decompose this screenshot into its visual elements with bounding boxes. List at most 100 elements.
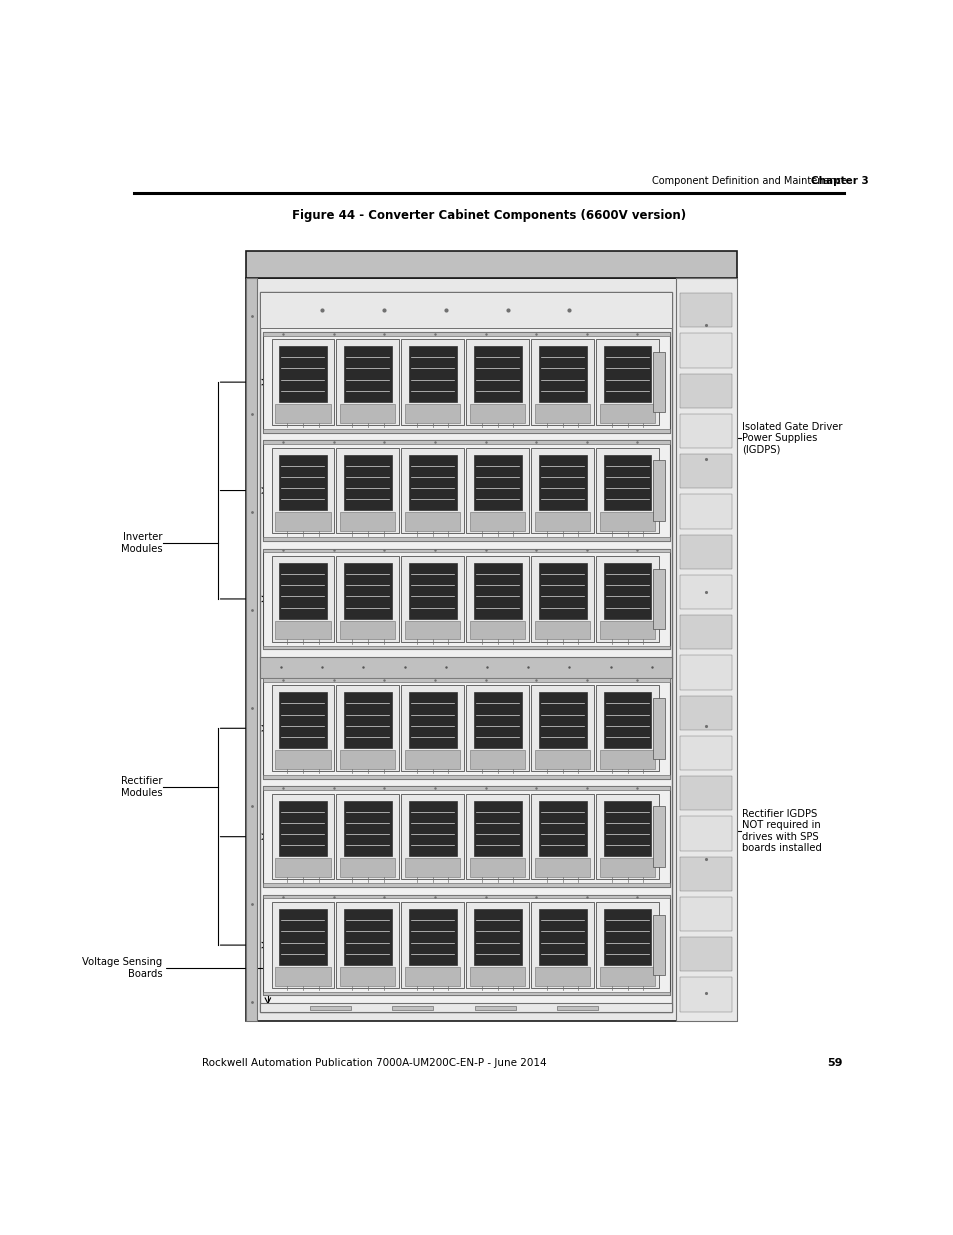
Bar — [340, 513, 395, 531]
Bar — [596, 556, 659, 642]
Bar — [262, 537, 669, 541]
Bar — [599, 513, 655, 531]
Bar — [466, 340, 529, 425]
Bar — [262, 440, 669, 541]
Bar — [596, 903, 659, 988]
Bar — [474, 800, 521, 856]
Bar — [470, 404, 525, 422]
Bar — [279, 693, 327, 748]
Bar — [679, 816, 731, 851]
Bar — [676, 278, 736, 1021]
Bar — [409, 800, 456, 856]
Bar — [603, 909, 651, 965]
Bar — [603, 800, 651, 856]
Bar — [246, 278, 256, 1021]
Bar — [409, 909, 456, 965]
Bar — [275, 404, 330, 422]
Bar — [336, 556, 398, 642]
Bar — [344, 800, 392, 856]
Bar — [272, 903, 334, 988]
Bar — [470, 513, 525, 531]
Bar — [603, 346, 651, 401]
Bar — [535, 750, 590, 768]
Bar — [336, 340, 398, 425]
Bar — [538, 563, 586, 619]
Bar — [405, 620, 460, 640]
Bar — [409, 346, 456, 401]
Bar — [262, 548, 669, 650]
Bar — [405, 858, 460, 877]
Bar — [538, 909, 586, 965]
Bar — [679, 535, 731, 569]
Bar — [603, 693, 651, 748]
Bar — [260, 657, 672, 678]
Bar — [531, 903, 594, 988]
Bar — [275, 513, 330, 531]
Bar — [535, 967, 590, 986]
Bar — [344, 693, 392, 748]
Bar — [260, 291, 672, 1011]
Bar — [474, 693, 521, 748]
Bar — [474, 1005, 516, 1010]
Bar — [262, 883, 669, 887]
Bar — [603, 563, 651, 619]
Bar — [596, 794, 659, 879]
Bar — [262, 646, 669, 650]
Bar — [272, 448, 334, 534]
Bar — [535, 620, 590, 640]
Bar — [679, 615, 731, 650]
Bar — [401, 794, 464, 879]
Bar — [470, 967, 525, 986]
Bar — [679, 897, 731, 931]
Bar — [262, 992, 669, 995]
Bar — [262, 787, 669, 790]
Bar — [336, 794, 398, 879]
Bar — [653, 568, 664, 629]
Bar — [279, 454, 327, 510]
Bar — [531, 448, 594, 534]
Bar — [262, 440, 669, 443]
Bar — [470, 858, 525, 877]
Bar — [344, 346, 392, 401]
Bar — [599, 967, 655, 986]
Bar — [262, 429, 669, 432]
Bar — [535, 404, 590, 422]
Bar — [279, 563, 327, 619]
Bar — [596, 685, 659, 771]
Bar — [279, 800, 327, 856]
Bar — [336, 448, 398, 534]
Bar — [275, 967, 330, 986]
Bar — [679, 656, 731, 689]
Bar — [272, 556, 334, 642]
Text: 59: 59 — [826, 1058, 841, 1068]
Text: Figure 44 - Converter Cabinet Components (6600V version): Figure 44 - Converter Cabinet Components… — [292, 209, 685, 222]
Bar — [679, 494, 731, 529]
Bar — [531, 685, 594, 771]
Bar — [466, 794, 529, 879]
Bar — [405, 967, 460, 986]
Bar — [679, 736, 731, 771]
Bar — [653, 915, 664, 976]
Bar — [405, 513, 460, 531]
Bar — [336, 685, 398, 771]
Bar — [340, 620, 395, 640]
Bar — [340, 858, 395, 877]
Bar — [596, 340, 659, 425]
Bar — [679, 454, 731, 488]
Bar — [538, 693, 586, 748]
Bar — [538, 454, 586, 510]
Text: Voltage Sensing
Boards: Voltage Sensing Boards — [82, 957, 162, 978]
Bar — [272, 340, 334, 425]
Bar — [401, 448, 464, 534]
Bar — [262, 332, 669, 336]
Bar — [535, 513, 590, 531]
Bar — [599, 858, 655, 877]
Bar — [262, 678, 669, 682]
Bar — [405, 750, 460, 768]
Text: Rectifier IGDPS
NOT required in
drives with SPS
boards installed: Rectifier IGDPS NOT required in drives w… — [741, 809, 821, 853]
Bar — [279, 909, 327, 965]
Bar — [260, 291, 672, 329]
Bar — [401, 340, 464, 425]
Bar — [474, 563, 521, 619]
Bar — [409, 454, 456, 510]
